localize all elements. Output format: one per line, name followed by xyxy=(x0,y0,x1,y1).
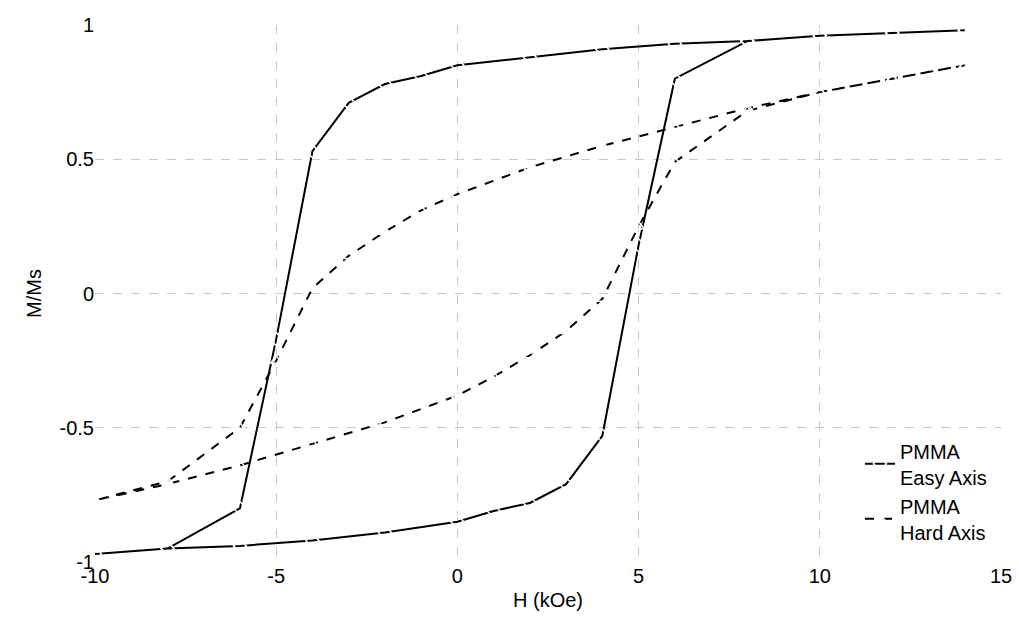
svg-text:0: 0 xyxy=(83,283,94,305)
svg-text:PMMAEasy Axis: PMMAEasy Axis xyxy=(900,441,987,489)
svg-text:-5: -5 xyxy=(267,565,285,587)
svg-text:15: 15 xyxy=(990,565,1012,587)
svg-text:10: 10 xyxy=(809,565,831,587)
svg-text:M/Ms: M/Ms xyxy=(23,269,45,318)
svg-text:0.5: 0.5 xyxy=(66,148,94,170)
svg-text:5: 5 xyxy=(633,565,644,587)
svg-text:-1: -1 xyxy=(76,551,94,573)
svg-text:-0.5: -0.5 xyxy=(60,417,94,439)
svg-text:PMMAHard Axis: PMMAHard Axis xyxy=(900,496,986,544)
svg-text:-10: -10 xyxy=(81,565,110,587)
svg-text:H (kOe): H (kOe) xyxy=(513,589,583,611)
svg-text:1: 1 xyxy=(83,14,94,36)
svg-text:0: 0 xyxy=(452,565,463,587)
